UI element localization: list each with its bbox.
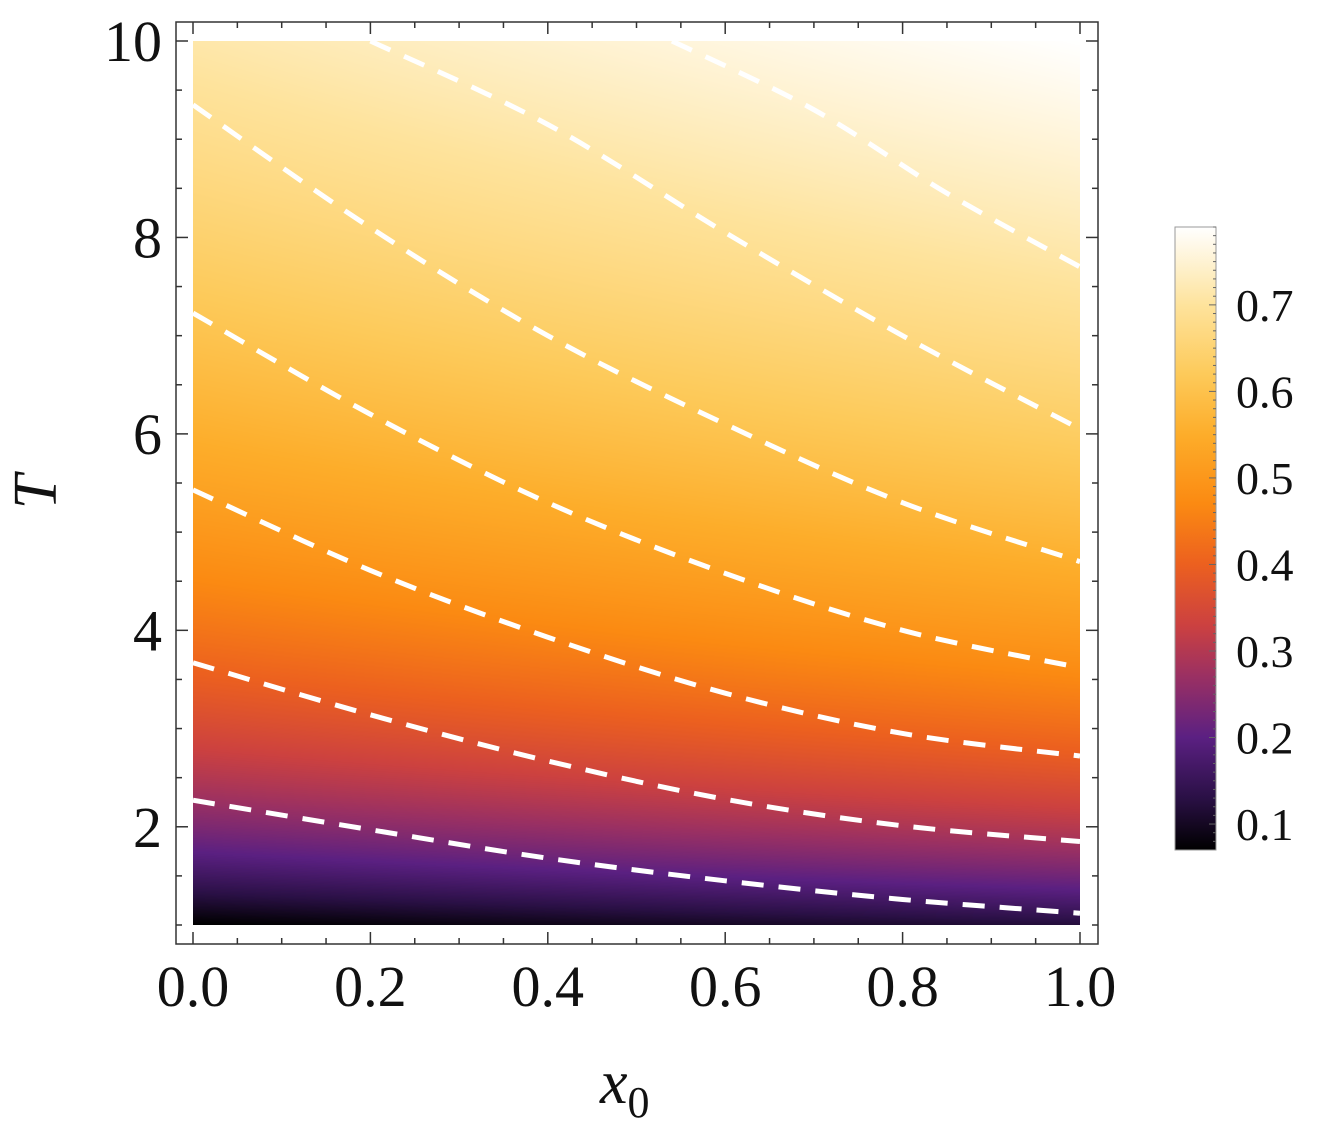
- x-tick-label: 0.6: [689, 954, 762, 1019]
- colorbar-gradient: [1174, 226, 1217, 851]
- x-axis-title-subscript: 0: [628, 1078, 650, 1127]
- x-tick-label: 1.0: [1044, 954, 1117, 1019]
- contour-line-4: [193, 310, 1080, 671]
- colorbar-ticks: [1209, 226, 1216, 842]
- x-tick-label: 0.2: [334, 954, 407, 1019]
- x-axis-title: x0: [599, 1049, 650, 1127]
- x-tick-labels: 0.0 0.2 0.4 0.6 0.8 1.0: [157, 954, 1117, 1019]
- y-tick-label: 4: [133, 598, 162, 663]
- colorbar-label: 0.4: [1236, 539, 1294, 590]
- colorbar-label: 0.2: [1236, 713, 1294, 764]
- colorbar-labels: 0.1 0.2 0.3 0.4 0.5 0.6 0.7: [1236, 280, 1294, 850]
- heatmap-surface: [193, 41, 1080, 925]
- colorbar-label: 0.1: [1236, 799, 1294, 850]
- colorbar-label: 0.5: [1236, 453, 1294, 504]
- contour-line-5: [193, 102, 1080, 564]
- contour-line-1: [193, 797, 1080, 916]
- y-tick-label: 10: [104, 9, 162, 74]
- contour-line-2: [193, 660, 1080, 845]
- heatmap-image: [193, 41, 1080, 925]
- colorbar-label: 0.7: [1236, 280, 1294, 331]
- contour-line-6: [369, 41, 1080, 432]
- colorbar: 0.1 0.2 0.3 0.4 0.5 0.6 0.7: [1174, 226, 1294, 851]
- y-tick-label: 8: [133, 205, 162, 270]
- y-tick-label: 2: [133, 795, 162, 860]
- colorbar-label: 0.6: [1236, 366, 1294, 417]
- x-axis-title-main: x: [599, 1049, 628, 1117]
- x-tick-label: 0.8: [866, 954, 939, 1019]
- y-tick-labels: 2 4 6 8 10: [104, 9, 162, 860]
- x-tick-label: 0.4: [512, 954, 585, 1019]
- y-tick-label: 6: [133, 402, 162, 467]
- contour-lines: [193, 41, 1080, 916]
- y-axis-title: T: [2, 470, 70, 509]
- x-tick-label: 0.0: [157, 954, 230, 1019]
- colorbar-label: 0.3: [1236, 626, 1294, 677]
- axis-ticks: [176, 22, 1098, 944]
- contour-line-7: [670, 41, 1080, 270]
